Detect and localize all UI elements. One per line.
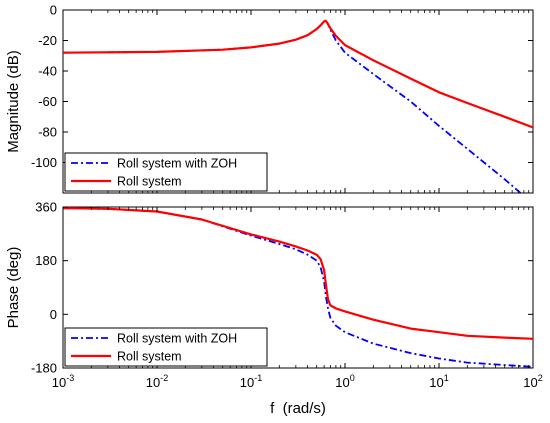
x-tick-label: 10-1 [240, 373, 262, 390]
y-tick-label: 360 [35, 200, 57, 215]
y-axis-label: Magnitude (dB) [5, 50, 22, 153]
series-group [63, 19, 533, 193]
y-tick-label: -180 [31, 361, 57, 376]
legend-label: Roll system with ZOH [117, 157, 237, 171]
series-line-roll-system [63, 207, 533, 340]
magnitude-panel: 0 -20 -40 -60 -80 -100 Magnitude (dB) Roll syst… [5, 3, 534, 194]
y-tick-label: -40 [38, 64, 57, 79]
x-tick-label: 10-3 [52, 373, 74, 390]
legend-label: Roll system [117, 175, 182, 189]
x-tick-label: 101 [429, 373, 448, 390]
y-tick-label: -60 [38, 94, 57, 109]
x-tick-label: 10-2 [146, 373, 168, 390]
y-axis-label: Phase (deg) [5, 247, 22, 329]
x-axis-label: f (rad/s) [270, 400, 326, 417]
legend-box [64, 327, 268, 367]
legend-label: Roll system with ZOH [117, 332, 237, 346]
x-tick-label: 100 [335, 373, 354, 390]
y-tick-label: -20 [38, 33, 57, 48]
series-group [63, 207, 533, 368]
y-tick-label: 0 [50, 3, 57, 18]
series-line-roll-system [63, 19, 533, 129]
y-tick-label: -80 [38, 125, 57, 140]
legend-box [64, 152, 268, 192]
y-tick-label: -100 [31, 155, 57, 170]
legend-label: Roll system [117, 350, 182, 364]
x-tick-label: 102 [523, 373, 542, 390]
y-tick-label: 180 [35, 253, 57, 268]
y-tick-label: 0 [50, 307, 57, 322]
